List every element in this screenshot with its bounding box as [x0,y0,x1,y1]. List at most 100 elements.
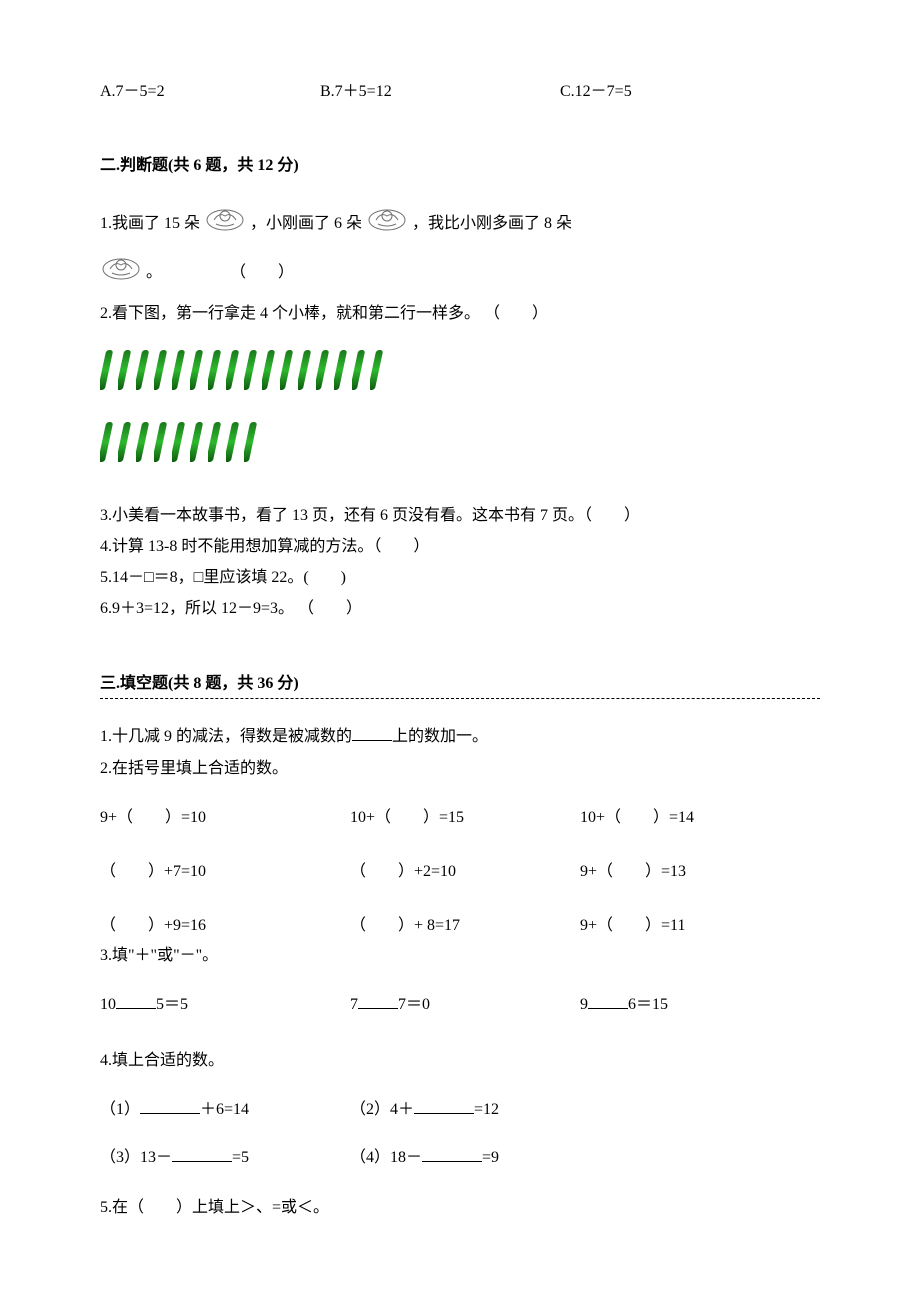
post: =5 [232,1149,249,1166]
section-2-header: 二.判断题(共 6 题，共 12 分) [100,154,820,178]
q2-1-text-4: 。 [146,255,162,290]
stick-icon [136,348,150,400]
flower-icon [100,251,142,294]
stick-icon [172,348,186,400]
stick-icon [298,348,312,400]
cell: （ ）+7=10 [100,860,350,884]
cell: 10+（ ）=14 [580,806,820,830]
cell: （1） ＋6=14 [100,1098,350,1122]
flower-icon [366,202,408,245]
stick-icon [280,348,294,400]
q3-3-row: 10 5＝5 7 7＝0 9 6＝15 [100,993,820,1017]
cell: 9 6＝15 [580,993,820,1017]
q2-1-text-3: ，我比小刚多画了 8 朵 [412,206,572,241]
cell: 10+（ ）=15 [350,806,580,830]
q3-2-row2: （ ）+7=10 （ ）+2=10 9+（ ）=13 [100,860,820,884]
blank [116,993,156,1009]
stick-row-1 [100,348,820,400]
multiple-choice-options: A.7－5=2 B.7＋5=12 C.12－7=5 [100,80,820,104]
stick-icon [244,420,258,472]
pre: 7 [350,996,358,1013]
question-2-1-line2: 。 （ ） [100,251,820,294]
question-2-3: 3.小美看一本故事书，看了 13 页，还有 6 页没有看。这本书有 7 页。（ … [100,502,820,529]
blank [140,1098,200,1114]
blank [422,1146,482,1162]
stick-icon [244,348,258,400]
post: =9 [482,1149,499,1166]
blank [358,993,398,1009]
stick-row-2 [100,420,820,472]
stick-icon [226,348,240,400]
option-b: B.7＋5=12 [320,80,560,104]
question-3-3-title: 3.填"＋"或"－"。 [100,942,820,969]
blank [588,993,628,1009]
pre: （2）4＋ [350,1101,414,1118]
stick-icon [352,348,366,400]
cell: 9+（ ）=11 [580,914,820,938]
cell: （3）13－ =5 [100,1146,350,1170]
pre: 9 [580,996,588,1013]
cell: 9+（ ）=10 [100,806,350,830]
stick-icon [136,420,150,472]
blank [414,1098,474,1114]
q3-1-pre: 1.十几减 9 的减法，得数是被减数的 [100,728,352,745]
post: ＋6=14 [200,1101,249,1118]
q3-2-row1: 9+（ ）=10 10+（ ）=15 10+（ ）=14 [100,806,820,830]
post: =12 [474,1101,499,1118]
stick-icon [118,420,132,472]
pre: （4）18－ [350,1149,422,1166]
question-2-5: 5.14－□＝8，□里应该填 22。( ) [100,564,820,591]
cell: （2）4＋ =12 [350,1098,820,1122]
post: 7＝0 [398,996,430,1013]
section-3-header: 三.填空题(共 8 题，共 36 分) [100,672,820,699]
cell: （4）18－ =9 [350,1146,820,1170]
question-3-2-title: 2.在括号里填上合适的数。 [100,755,820,782]
pre: （3）13－ [100,1149,172,1166]
question-2-2: 2.看下图，第一行拿走 4 个小棒，就和第二行一样多。 （ ） [100,300,820,327]
stick-icon [316,348,330,400]
stick-icon [208,420,222,472]
q3-4-row1: （1） ＋6=14 （2）4＋ =12 [100,1098,820,1122]
question-2-1: 1.我画了 15 朵 ，小刚画了 6 朵 ，我比小刚多画了 8 朵 [100,202,820,245]
blank [352,725,392,741]
blank [172,1146,232,1162]
q3-2-row3: （ ）+9=16 （ ）+ 8=17 9+（ ）=11 [100,914,820,938]
stick-icon [154,420,168,472]
q2-1-paren: （ ） [230,255,294,290]
stick-icon [370,348,384,400]
stick-icon [100,420,114,472]
q2-1-text-1: 1.我画了 15 朵 [100,206,200,241]
stick-icon [172,420,186,472]
question-3-1: 1.十几减 9 的减法，得数是被减数的 上的数加一。 [100,723,820,750]
stick-icon [190,420,204,472]
sticks-diagram [100,348,820,472]
option-c: C.12－7=5 [560,80,820,104]
post: 6＝15 [628,996,668,1013]
cell: （ ）+9=16 [100,914,350,938]
stick-icon [190,348,204,400]
pre: 10 [100,996,116,1013]
stick-icon [100,348,114,400]
cell: （ ）+ 8=17 [350,914,580,938]
question-2-4: 4.计算 13-8 时不能用想加算减的方法。（ ） [100,533,820,560]
q3-1-post: 上的数加一。 [392,728,488,745]
flower-icon [204,202,246,245]
stick-icon [208,348,222,400]
post: 5＝5 [156,996,188,1013]
cell: （ ）+2=10 [350,860,580,884]
cell: 10 5＝5 [100,993,350,1017]
q3-4-row2: （3）13－ =5 （4）18－ =9 [100,1146,820,1170]
question-3-4-title: 4.填上合适的数。 [100,1047,820,1074]
q2-1-text-2: ，小刚画了 6 朵 [250,206,362,241]
stick-icon [262,348,276,400]
cell: 7 7＝0 [350,993,580,1017]
stick-icon [226,420,240,472]
stick-icon [334,348,348,400]
stick-icon [118,348,132,400]
option-a: A.7－5=2 [100,80,320,104]
question-3-5: 5.在（ ）上填上＞、=或＜。 [100,1194,820,1221]
question-2-6: 6.9＋3=12，所以 12－9=3。 （ ） [100,595,820,622]
pre: （1） [100,1101,140,1118]
stick-icon [154,348,168,400]
cell: 9+（ ）=13 [580,860,820,884]
